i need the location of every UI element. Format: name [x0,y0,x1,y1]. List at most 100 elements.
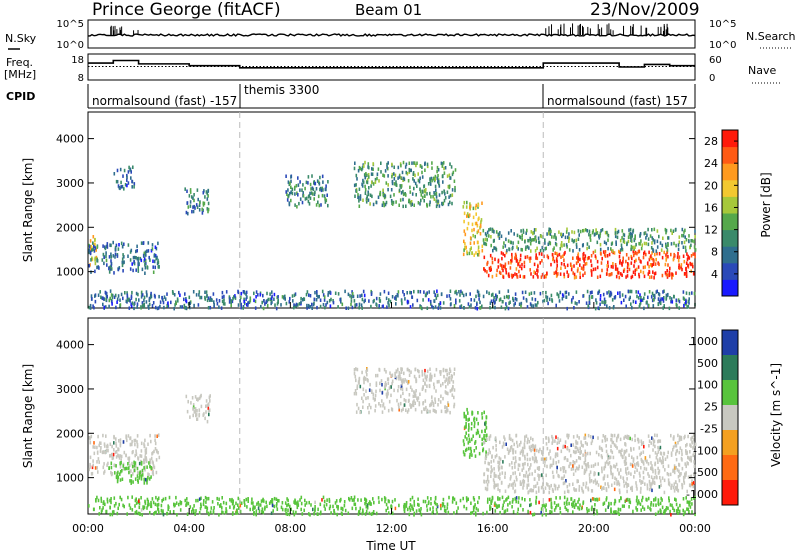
nsearch-tick-bottom: 10^0 [709,40,736,51]
power-cell [88,250,91,255]
velocity-cell [444,405,446,410]
velocity-cell [432,403,435,408]
velocity-colorbar-swatch [722,430,738,456]
velocity-cell [605,488,608,493]
velocity-cell [365,369,367,374]
power-cell [477,245,480,249]
velocity-cell [204,505,207,509]
power-cell [515,267,518,271]
power-cell [484,268,486,273]
power-cell [111,295,114,300]
power-cell [128,306,131,310]
velocity-cell [639,452,641,457]
power-cell [687,255,690,260]
velocity-cell [195,413,197,418]
power-cell [554,233,556,237]
power-cell [611,298,614,302]
power-cell [676,255,679,259]
power-cell [344,289,346,294]
velocity-cell [96,495,98,500]
power-cell [677,259,680,263]
velocity-cell [136,444,139,449]
freq-trace [88,59,695,69]
velocity-cell [445,410,448,414]
velocity-cell [140,449,143,453]
power-cell [590,263,593,268]
velocity-cell [264,507,266,511]
velocity-cell [582,482,585,486]
power-cell [105,258,108,263]
velocity-cell [439,370,441,374]
power-cell [643,296,645,300]
velocity-cell [102,433,104,438]
velocity-cell [529,498,531,502]
velocity-cell [116,511,119,516]
power-cell [429,299,432,304]
power-cell [606,264,608,268]
power-cell [339,297,341,302]
power-cell [154,305,157,310]
velocity-cell [137,480,139,484]
power-cell [666,269,668,273]
velocity-cell [462,439,465,443]
velocity-cell [391,511,394,516]
power-cell [89,239,92,243]
power-cell [361,167,363,172]
velocity-cell [131,464,134,469]
power-cell [672,257,675,262]
velocity-cell [108,466,110,470]
power-cell [505,305,508,309]
velocity-cell [497,483,499,487]
velocity-cell [425,377,428,382]
power-cell [409,190,412,194]
power-cell [688,256,691,260]
velocity-cell [613,502,616,506]
velocity-cell [404,502,406,507]
velocity-cell [405,408,407,412]
velocity-cell [556,446,559,451]
power-cell [383,192,385,197]
velocity-cell [689,505,692,509]
power-cell [323,298,326,302]
velocity-cell [430,497,432,501]
power-cell [143,298,145,303]
velocity-cell [119,461,122,466]
power-cell [197,197,199,202]
velocity-cell [659,475,661,480]
velocity-cell [401,382,403,386]
velocity-cell [220,503,222,507]
velocity-cell [308,512,310,516]
power-cell [391,202,394,206]
velocity-cell [607,462,609,466]
power-cell [372,182,375,186]
velocity-cell [562,469,565,473]
velocity-cell [557,436,559,441]
velocity-cell [527,478,529,483]
power-cell [524,290,527,294]
power-cell [642,265,645,270]
velocity-cell [374,408,376,413]
velocity-cell [377,496,380,500]
velocity-cell [196,409,198,413]
velocity-cell [343,500,346,504]
velocity-cell [495,443,497,448]
velocity-cell [498,504,500,508]
power-cell [609,293,611,297]
velocity-cell [333,509,335,513]
velocity-cell [358,376,361,381]
power-cell [412,171,415,175]
velocity-cell [605,444,607,448]
power-cell [560,232,562,237]
velocity-cell [288,512,291,517]
power-cell [273,297,275,301]
velocity-cell [104,444,106,448]
velocity-cell [135,497,137,501]
power-cell [109,296,111,301]
velocity-cell [511,461,513,465]
velocity-cell [148,461,150,465]
velocity-cell [477,430,480,435]
power-cell [361,306,363,310]
power-cell [382,192,384,197]
velocity-cell [134,453,136,458]
power-cell [389,299,392,304]
